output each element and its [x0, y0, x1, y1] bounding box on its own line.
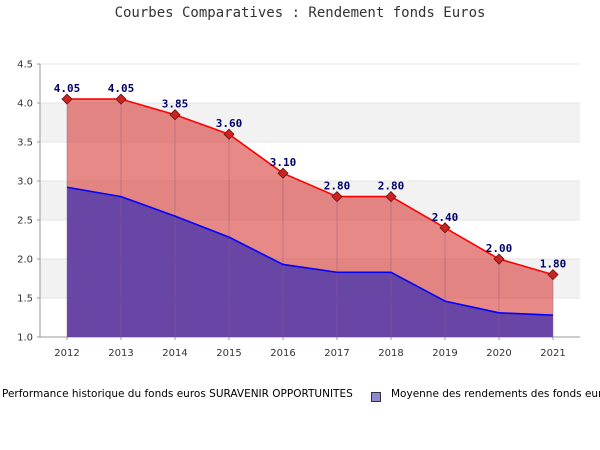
legend-label-moyenne: Moyenne des rendements des fonds eur	[391, 388, 600, 400]
data-label-performance: 2.80	[324, 180, 351, 193]
marker-performance	[169, 109, 181, 121]
y-tick-label: 2.5	[17, 216, 33, 227]
grid-band	[40, 64, 580, 103]
x-tick-label: 2013	[108, 348, 133, 359]
marker-performance	[331, 191, 343, 203]
legend-item-moyenne: Moyenne des rendements des fonds eur	[391, 388, 600, 400]
legend-label-performance: Performance historique du fonds euros SU…	[2, 388, 353, 400]
x-tick-label: 2014	[162, 348, 187, 359]
data-label-performance: 1.80	[540, 258, 567, 271]
data-label-performance: 3.85	[162, 98, 189, 111]
legend-swatch-moyenne	[371, 392, 381, 402]
x-tick-label: 2015	[216, 348, 241, 359]
line-moyenne	[66, 186, 554, 316]
x-tick-label: 2012	[54, 348, 79, 359]
marker-performance	[439, 222, 451, 234]
data-label-performance: 3.10	[270, 156, 297, 169]
y-tick-label: 4.0	[17, 99, 33, 110]
data-label-performance: 4.05	[108, 82, 135, 95]
chart-legend: Performance historique du fonds euros SU…	[0, 388, 600, 406]
line-performance	[67, 98, 554, 276]
marker-performance	[385, 191, 397, 203]
x-tick-label: 2017	[324, 348, 349, 359]
x-tick-label: 2019	[432, 348, 457, 359]
area-moyenne	[67, 187, 553, 337]
marker-performance	[115, 93, 127, 105]
y-tick-label: 3.5	[17, 138, 33, 149]
y-tick-label: 4.5	[17, 60, 33, 71]
x-tick-label: 2016	[270, 348, 295, 359]
marker-performance	[61, 93, 73, 105]
data-label-performance: 3.60	[216, 117, 243, 130]
data-label-performance: 4.05	[54, 82, 81, 95]
marker-performance	[547, 269, 559, 281]
marker-performance	[223, 128, 235, 140]
y-tick-label: 1.0	[17, 333, 33, 344]
data-label-performance: 2.40	[432, 211, 459, 224]
x-tick-label: 2018	[378, 348, 403, 359]
data-label-performance: 2.00	[486, 242, 513, 255]
data-label-performance: 2.80	[378, 180, 405, 193]
x-tick-label: 2021	[540, 348, 565, 359]
chart-title: Courbes Comparatives : Rendement fonds E…	[114, 5, 486, 21]
marker-performance	[277, 167, 289, 179]
x-tick-label: 2020	[486, 348, 511, 359]
y-tick-label: 1.5	[17, 294, 33, 305]
y-tick-label: 2.0	[17, 255, 33, 266]
y-tick-label: 3.0	[17, 177, 33, 188]
legend-item-performance: Performance historique du fonds euros SU…	[2, 388, 353, 400]
marker-performance	[493, 253, 505, 265]
